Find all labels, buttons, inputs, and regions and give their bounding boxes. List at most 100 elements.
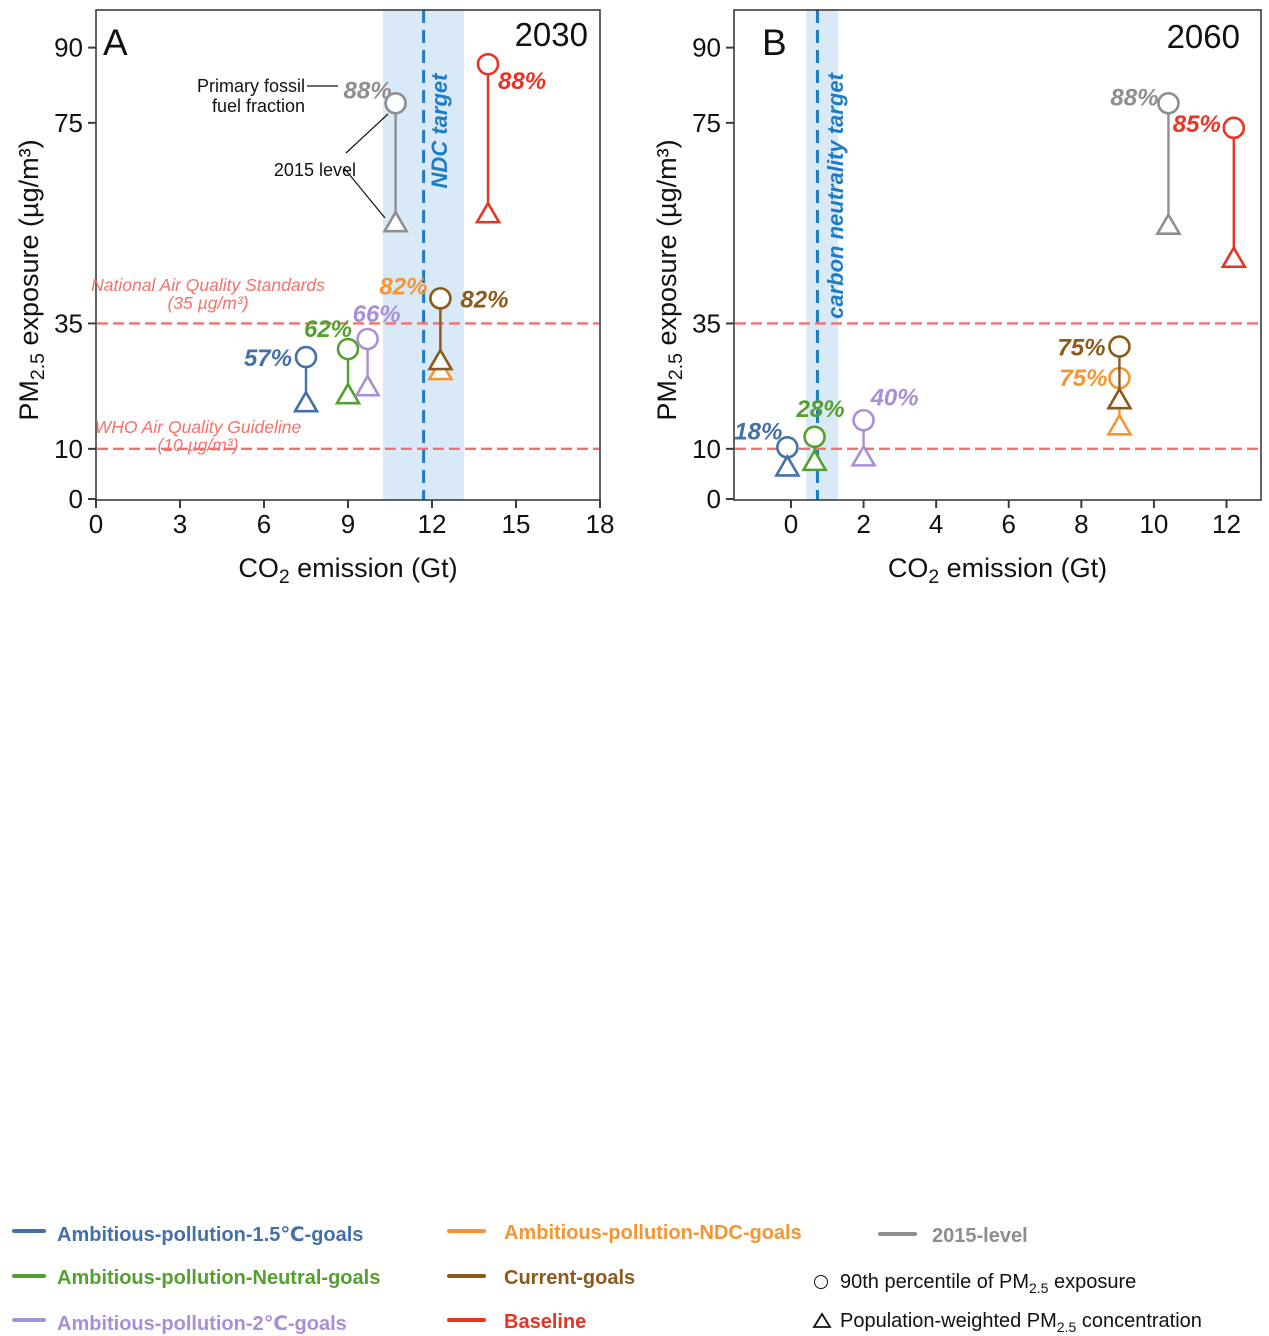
target-label: carbon neutrality target (823, 71, 848, 318)
p90-marker (294, 345, 318, 369)
x-tick-label: 12 (418, 509, 447, 539)
legend-swatch-1.5C (12, 1229, 46, 1233)
x-tick-label: 12 (1212, 509, 1241, 539)
legend-label-population-weighted: Population-weighted PM2.5 concentration (840, 1310, 1202, 1335)
x-tick-label: 9 (341, 509, 355, 539)
series-gray-B: 88% (1110, 84, 1182, 235)
fossil-fraction-label: 85% (1173, 111, 1221, 138)
panel-year: 2030 (515, 16, 588, 53)
chart-svg: NDC target 0 3 6 9 12 15 18 0 10 35 75 90 CO2​ emissi… (14, 9, 1262, 588)
pw-marker (334, 381, 362, 405)
pw-marker (474, 200, 502, 224)
x-tick-label: 2 (856, 509, 870, 539)
fossil-fraction-label: 82% (460, 286, 508, 313)
series-purple-B: 40% (850, 384, 919, 467)
annotation-text: 2015 level (274, 160, 356, 180)
legend-swatch-neutral (12, 1274, 46, 1278)
fossil-fraction-label: 88% (1110, 84, 1158, 111)
pw-marker (850, 443, 877, 467)
x-tick-label: 10 (1139, 509, 1168, 539)
y-tick-label: 90 (54, 33, 83, 63)
legend-swatch-current (447, 1274, 486, 1278)
legend-label-current: Current-goals (504, 1267, 636, 1289)
figure: NDC target 0 3 6 9 12 15 18 0 10 35 75 90 CO2​ emissi… (0, 9, 1269, 1335)
x-tick-label: 15 (502, 509, 531, 539)
p90-marker (476, 52, 500, 76)
legend-label-baseline: Baseline (504, 1311, 587, 1333)
series-gray-A: 88% (344, 77, 409, 233)
panel-A: NDC target 0 3 6 9 12 15 18 0 10 35 75 90 CO2​ emissi… (14, 9, 615, 588)
fossil-fraction-label: 82% (379, 273, 427, 300)
series-brown-A: 82% (427, 286, 508, 371)
fossil-fraction-label: 75% (1059, 365, 1107, 392)
fossil-fraction-label: 28% (796, 396, 845, 423)
annotation-line (345, 113, 389, 154)
annotation-text: WHO Air Quality Guideline (95, 417, 302, 437)
p90-marker (1108, 335, 1131, 358)
panel-letter: A (103, 22, 128, 63)
p90-marker (429, 287, 452, 310)
fossil-fraction-label: 88% (498, 68, 546, 95)
annotation-text: fuel fraction (212, 96, 305, 116)
legend-circle-icon (814, 1275, 828, 1289)
plot-border (733, 9, 1262, 501)
y-axis-label: PM2.5​ exposure (µg/m³) (14, 139, 49, 420)
y-tick-label: 10 (692, 434, 721, 464)
fossil-fraction-label: 88% (344, 77, 392, 104)
y-tick-label: 35 (54, 308, 83, 338)
fossil-fraction-label: 75% (1057, 335, 1105, 362)
x-tick-label: 6 (1002, 509, 1016, 539)
series-blue-B: 18% (734, 418, 801, 477)
p90-marker (384, 91, 407, 115)
series-green-A: 62% (304, 316, 362, 405)
pw-marker (1155, 212, 1182, 235)
x-tick-label: 4 (929, 509, 943, 539)
p90-marker (356, 327, 379, 351)
x-tick-label: 18 (586, 509, 615, 539)
x-tick-label: 8 (1074, 509, 1088, 539)
legend-swatch-baseline (447, 1318, 486, 1322)
p90-marker (1157, 91, 1180, 115)
p90-marker (336, 337, 360, 361)
legend-label-2015-level: 2015-level (932, 1225, 1028, 1247)
legend-swatch-ndc (447, 1229, 486, 1233)
legend-swatch-2C (12, 1318, 46, 1322)
annotation-text: National Air Quality Standards (91, 275, 325, 295)
legend-swatch-2015-level (878, 1232, 917, 1236)
panel-letter: B (762, 22, 787, 63)
x-tick-label: 3 (173, 509, 187, 539)
annotation-text: (35 µg/m³) (167, 293, 248, 313)
pw-marker (774, 453, 801, 477)
legend-triangle-icon (812, 1312, 832, 1328)
y-tick-label: 90 (692, 33, 721, 63)
legend-label-2C: Ambitious-pollution-2℃-goals (57, 1313, 347, 1335)
fossil-fraction-label: 18% (734, 418, 782, 445)
p90-marker (803, 425, 826, 449)
pw-marker (427, 347, 454, 371)
legend-label-1.5C: Ambitious-pollution-1.5℃-goals (57, 1224, 364, 1246)
series-brown-B: 75% (1057, 335, 1133, 410)
x-axis-label: CO2​ emission (Gt) (888, 553, 1107, 588)
p90-marker (1222, 116, 1246, 140)
legend: Ambitious-pollution-1.5℃-goals Ambitious… (0, 600, 1269, 1335)
legend-label-ndc: Ambitious-pollution-NDC-goals (504, 1222, 802, 1244)
series-red-B: 85% (1173, 111, 1248, 269)
x-tick-label: 0 (784, 509, 798, 539)
pw-marker (292, 389, 320, 413)
pw-marker (1220, 245, 1248, 269)
x-tick-label: 0 (89, 509, 103, 539)
target-label: NDC target (427, 72, 452, 189)
y-tick-label: 0 (707, 484, 721, 514)
panel-B: carbon neutrality target 0 2 4 6 8 10 12 0 10 35 75… (652, 9, 1262, 588)
y-tick-label: 75 (692, 108, 721, 138)
panel-year: 2060 (1167, 18, 1240, 55)
y-axis-label: PM2.5​ exposure (µg/m³) (652, 139, 687, 420)
series-purple-A: 66% (353, 301, 401, 397)
x-tick-label: 6 (257, 509, 271, 539)
y-tick-label: 75 (54, 108, 83, 138)
p90-marker (852, 408, 875, 432)
y-tick-label: 0 (69, 484, 83, 514)
pw-marker (354, 373, 381, 397)
fossil-fraction-label: 66% (353, 301, 401, 328)
pw-marker (1106, 386, 1133, 410)
